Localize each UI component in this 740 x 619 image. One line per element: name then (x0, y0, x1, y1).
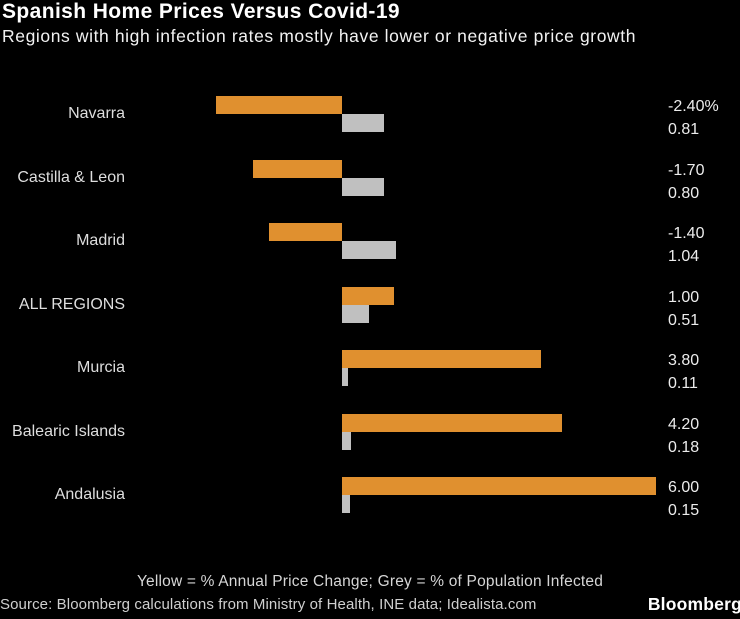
chart-title: Spanish Home Prices Versus Covid-19 (2, 0, 400, 23)
value-labels: 3.80 0.11 (668, 349, 699, 395)
price-change-bar (342, 286, 395, 305)
chart-rows: Navarra -2.40% 0.81 Castilla & Leon -1.7… (0, 85, 740, 530)
price-change-value: 4.20 (668, 415, 700, 433)
source-line: Source: Bloomberg calculations from Mini… (0, 596, 537, 613)
infection-value: 1.04 (668, 248, 700, 265)
price-change-value: 6.00 (668, 479, 700, 496)
price-change-bar (252, 159, 342, 178)
region-label: Murcia (76, 359, 125, 376)
region-label: Madrid (76, 232, 125, 249)
infection-bar (342, 177, 384, 196)
bloomberg-logo: Bloomberg (647, 594, 740, 614)
price-change-bar (342, 413, 563, 432)
value-labels: -1.40 1.04 (668, 222, 704, 268)
price-change-value: 1.00 (668, 288, 700, 306)
legend-note: Yellow = % Annual Price Change; Grey = %… (136, 573, 604, 590)
chart-subtitle: Regions with high infection rates mostly… (2, 26, 637, 46)
region-label: Castilla & Leon (17, 168, 125, 186)
infection-bar (342, 304, 369, 323)
price-change-value: 3.80 (668, 352, 700, 369)
chart-row: Andalusia 6.00 0.15 (0, 466, 740, 530)
chart-row: ALL REGIONS 1.00 0.51 (0, 276, 740, 340)
region-label: Andalusia (54, 486, 125, 503)
infection-value: 0.51 (668, 311, 700, 329)
price-change-bar (268, 223, 342, 241)
chart-row: Castilla & Leon -1.70 0.80 (0, 149, 740, 213)
infection-bar (342, 495, 350, 513)
infection-value: 0.11 (668, 375, 698, 392)
value-labels: 1.00 0.51 (668, 286, 699, 332)
infection-bar (342, 431, 352, 450)
value-labels: 4.20 0.18 (668, 413, 699, 459)
price-change-value: -1.40 (668, 225, 705, 242)
chart-row: Madrid -1.40 1.04 (0, 212, 740, 276)
chart-row: Navarra -2.40% 0.81 (0, 85, 740, 149)
chart-row: Balearic Islands 4.20 0.18 (0, 403, 740, 467)
value-labels: -2.40% 0.81 (668, 95, 719, 141)
infection-value: 0.81 (668, 121, 700, 138)
infection-bar (342, 241, 397, 259)
infection-value: 0.15 (668, 502, 700, 519)
price-change-bar (216, 96, 342, 114)
price-change-value: -2.40% (668, 98, 719, 115)
region-label: ALL REGIONS (18, 295, 125, 313)
price-change-value: -1.70 (668, 161, 705, 179)
value-labels: 6.00 0.15 (668, 476, 699, 522)
price-change-bar (342, 350, 542, 368)
infection-value: 0.80 (668, 184, 700, 202)
infection-bar (342, 114, 385, 132)
chart-row: Murcia 3.80 0.11 (0, 339, 740, 403)
infection-bar (342, 368, 348, 386)
region-label: Navarra (68, 105, 125, 122)
region-label: Balearic Islands (12, 422, 125, 440)
price-change-bar (342, 477, 657, 495)
infection-value: 0.18 (668, 438, 700, 456)
value-labels: -1.70 0.80 (668, 159, 704, 205)
